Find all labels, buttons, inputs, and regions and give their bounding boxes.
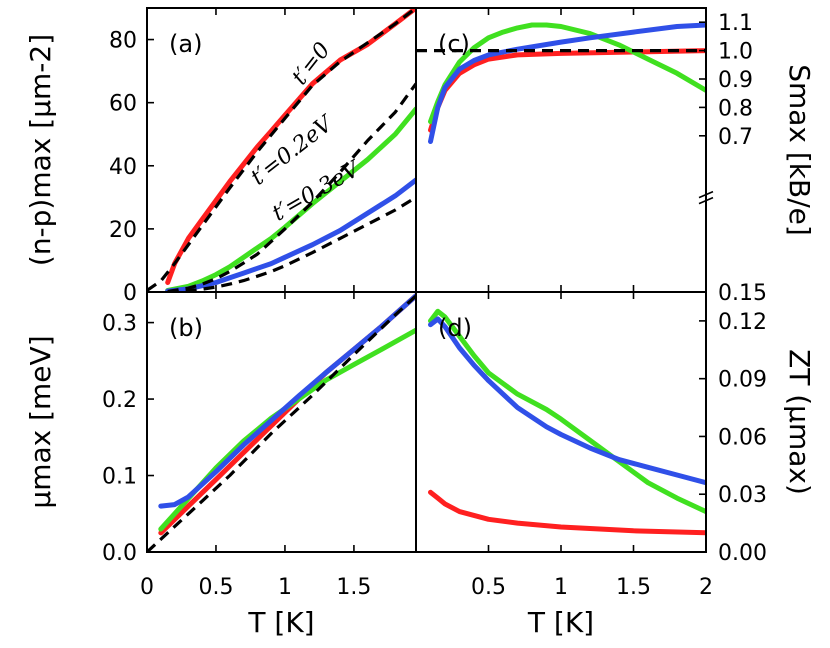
x-tick-label: 1.5 [336,575,371,600]
y-tick-label: 40 [109,155,137,180]
y-tick-label: 0.03 [718,483,767,508]
dashed-line-5 [167,82,416,292]
y-tick-label: 20 [109,218,137,243]
axis-break-mark [698,190,714,205]
series-line-1 [165,8,416,285]
dashed-line-4 [147,294,416,552]
y-axis-title: Smax [kB/e] [783,64,816,236]
series-group [428,308,706,536]
panel-label: (a) [169,30,202,58]
y-tick-label: 0 [123,281,137,306]
x-tick-label: 1.5 [616,575,651,600]
y-tick-label: 1.0 [718,40,753,65]
x-tick-label: 1 [278,575,292,600]
panel-label: (d) [438,314,472,342]
dashed-line-4 [147,8,416,292]
dashed-line-6 [167,195,416,292]
series-line-2 [428,308,706,515]
series-line-2 [158,327,416,532]
x-tick-label: 2 [699,575,713,600]
y-axis-title: ZT (μmax) [783,349,816,495]
panel-label: (c) [438,30,470,58]
panel-d: 0.5 1 1.5 20.00 0.03 0.06 0.09 0.12 (d) ZT (μmax)… [415,291,816,639]
y-tick-label: 1.1 [718,11,753,36]
y-tick-label: 0.1 [102,465,137,490]
y-tick-label: 0.09 [718,368,767,393]
panel-b: 0 0.5 1 1.5 0.0 0.1 0.2 0.3 (b) μmax [meV] T [K] [24,291,417,639]
y-tick-label: 60 [109,92,137,117]
y-tick-label: 0.8 [718,96,753,121]
x-axis-title: T [K] [247,606,314,639]
y-tick-label: 0.15 [718,281,767,306]
y-tick-label: 0.7 [718,125,753,150]
y-tick-label: 0.06 [718,425,767,450]
x-axis-title: T [K] [527,606,594,639]
curve-annotation: t′=0 [287,38,335,90]
y-tick-label: 0.9 [718,68,753,93]
series-group [416,22,706,144]
y-tick-label: 0.00 [718,541,767,566]
series-group [147,293,416,552]
x-tick-label: 1 [554,575,568,600]
y-tick-label: 0.12 [718,310,767,335]
series-line-3 [428,316,706,486]
panel-label: (b) [169,314,203,342]
y-tick-label: 80 [109,29,137,54]
x-tick-label: 0.5 [198,575,233,600]
series-line-3 [165,177,416,292]
series-group [147,8,416,292]
series-line-2 [165,106,416,292]
y-axis-title: (n-p)max [μm-2] [24,34,57,266]
x-tick-label: 0.5 [471,575,506,600]
series-line-3 [158,293,416,509]
y-tick-label: 0.0 [102,541,137,566]
y-tick-label: 0.3 [102,312,137,337]
x-tick-label: 0 [140,575,154,600]
y-axis-title: μmax [meV] [24,335,57,508]
y-tick-label: 0.2 [102,388,137,413]
series-line-1 [428,489,706,536]
panel-c: 0.15 0.7 0.8 0.9 1.0 1.1 (c) Smax [kB/e] [415,7,816,306]
series-line-3 [428,22,706,144]
